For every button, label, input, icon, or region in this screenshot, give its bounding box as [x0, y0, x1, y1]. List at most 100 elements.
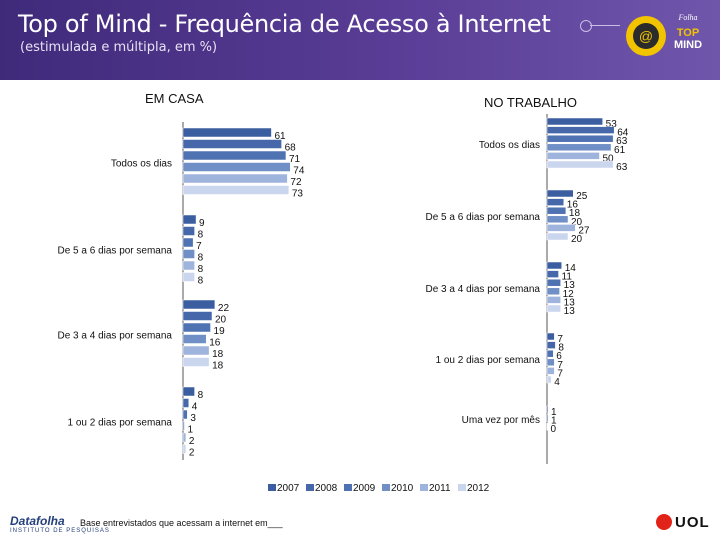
bar-casa-0-2010: [182, 162, 291, 172]
data-label-casa-3-2008: 4: [192, 402, 198, 413]
bar-casa-3-2011: [182, 432, 187, 443]
data-label-trabalho-2-2012: 13: [564, 306, 576, 317]
bar-casa-2-2012: [182, 357, 210, 367]
footer-note: Base entrevistados que acessam a interne…: [80, 518, 283, 528]
bar-trabalho-2-2011: [546, 296, 561, 304]
bar-trabalho-0-2012: [546, 160, 614, 169]
legend-label-2009: 2009: [353, 483, 376, 494]
data-label-casa-0-2012: 73: [292, 189, 304, 200]
legend-label-2012: 2012: [467, 483, 490, 494]
data-label-casa-1-2012: 8: [198, 276, 204, 287]
bar-casa-2-2007: [182, 299, 216, 310]
bar-trabalho-1-2010: [546, 215, 569, 224]
bar-casa-1-2008: [182, 226, 195, 236]
data-label-casa-0-2010: 74: [293, 166, 305, 177]
legend-swatch-2012: [458, 484, 466, 491]
bar-trabalho-4-2008: [546, 414, 549, 422]
data-label-trabalho-2-2011: 13: [564, 297, 576, 308]
bar-casa-1-2009: [182, 237, 194, 248]
bar-trabalho-0-2010: [546, 143, 612, 152]
uol-circle-icon: [656, 514, 672, 530]
data-label-casa-1-2010: 8: [198, 253, 204, 264]
data-label-casa-1-2011: 8: [198, 264, 204, 275]
top-of-mind-logo: @ Folha TOP MIND: [626, 13, 702, 56]
data-label-casa-3-2012: 2: [189, 448, 195, 459]
data-label-casa-2-2011: 18: [212, 349, 224, 360]
bar-trabalho-3-2007: [546, 332, 555, 341]
bar-casa-3-2009: [182, 409, 188, 420]
data-label-trabalho-0-2008: 64: [617, 128, 629, 139]
data-label-casa-3-2010: 1: [187, 425, 193, 436]
bar-trabalho-2-2012: [546, 304, 561, 313]
category-label-trabalho-2: De 3 a 4 dias por semana: [425, 284, 540, 295]
bar-trabalho-2-2007: [546, 261, 562, 270]
data-label-trabalho-0-2012: 63: [616, 162, 628, 173]
data-label-casa-2-2007: 22: [218, 303, 230, 314]
category-label-trabalho-3: 1 ou 2 dias por semana: [435, 355, 540, 366]
chart-title-em-casa: EM CASA: [145, 91, 204, 106]
data-label-trabalho-1-2008: 16: [567, 200, 579, 211]
data-label-trabalho-3-2011: 7: [557, 368, 563, 379]
data-label-casa-1-2008: 8: [198, 230, 204, 241]
data-label-trabalho-0-2009: 63: [616, 136, 628, 147]
bar-trabalho-3-2008: [546, 341, 556, 349]
bar-casa-0-2008: [182, 139, 282, 149]
data-label-casa-0-2009: 71: [289, 154, 301, 165]
page-title: Top of Mind - Frequência de Acesso à Int…: [18, 10, 551, 38]
bar-trabalho-1-2012: [546, 232, 569, 241]
legend-swatch-2007: [268, 484, 276, 491]
bar-trabalho-4-2009: [546, 422, 548, 431]
decorative-circle: [580, 20, 592, 32]
bar-casa-3-2012: [182, 444, 187, 454]
page-subtitle: (estimulada e múltipla, em %): [20, 40, 218, 55]
data-label-casa-2-2012: 18: [212, 361, 224, 372]
bar-trabalho-0-2007: [546, 117, 603, 126]
bar-casa-3-2008: [182, 398, 190, 408]
category-label-trabalho-1: De 5 a 6 dias por semana: [425, 212, 540, 223]
logo-folha: Folha: [677, 13, 697, 22]
data-label-casa-3-2011: 2: [189, 436, 195, 447]
data-label-trabalho-1-2010: 20: [571, 217, 583, 228]
data-label-trabalho-4-2008: 1: [551, 416, 557, 427]
bar-casa-2-2009: [182, 322, 211, 333]
title-band: Top of Mind - Frequência de Acesso à Int…: [0, 0, 720, 80]
data-label-trabalho-3-2008: 8: [558, 343, 564, 354]
data-label-trabalho-0-2007: 53: [606, 119, 618, 130]
category-label-casa-2: De 3 a 4 dias por semana: [57, 331, 172, 342]
bar-casa-0-2007: [182, 127, 272, 138]
category-label-casa-3: 1 ou 2 dias por semana: [67, 418, 172, 429]
bar-trabalho-2-2008: [546, 270, 559, 278]
data-label-trabalho-2-2009: 13: [564, 280, 576, 291]
legend-swatch-2009: [344, 484, 352, 491]
data-label-casa-0-2007: 61: [274, 131, 286, 142]
legend-swatch-2010: [382, 484, 390, 491]
legend-swatch-2011: [420, 484, 428, 491]
data-label-casa-2-2010: 16: [209, 338, 221, 349]
bar-trabalho-1-2009: [546, 206, 567, 215]
bar-trabalho-1-2007: [546, 189, 574, 198]
bar-trabalho-0-2011: [546, 152, 600, 160]
data-label-trabalho-3-2007: 7: [557, 334, 563, 345]
data-label-trabalho-2-2008: 11: [562, 272, 573, 283]
bar-casa-2-2008: [182, 311, 213, 321]
category-label-casa-0: Todos os dias: [111, 159, 172, 170]
data-label-trabalho-2-2007: 14: [565, 263, 577, 274]
data-label-casa-0-2008: 68: [285, 143, 297, 154]
bar-trabalho-3-2011: [546, 367, 555, 375]
bar-trabalho-4-2007: [546, 405, 549, 414]
logo-mind: MIND: [674, 39, 702, 51]
data-label-casa-1-2007: 9: [199, 218, 205, 229]
bar-casa-1-2012: [182, 272, 195, 282]
category-label-casa-1: De 5 a 6 dias por semana: [57, 246, 172, 257]
bar-casa-2-2011: [182, 345, 210, 356]
bar-casa-1-2010: [182, 249, 195, 259]
data-label-trabalho-4-2009: 0: [551, 424, 557, 435]
data-label-casa-0-2011: 72: [290, 177, 302, 188]
data-label-trabalho-0-2011: 50: [603, 153, 615, 164]
data-label-trabalho-2-2010: 12: [563, 289, 575, 300]
legend-label-2008: 2008: [315, 483, 338, 494]
uol-logo: UOL: [656, 512, 710, 532]
bar-trabalho-1-2008: [546, 198, 565, 206]
data-label-trabalho-4-2007: 1: [551, 407, 557, 418]
